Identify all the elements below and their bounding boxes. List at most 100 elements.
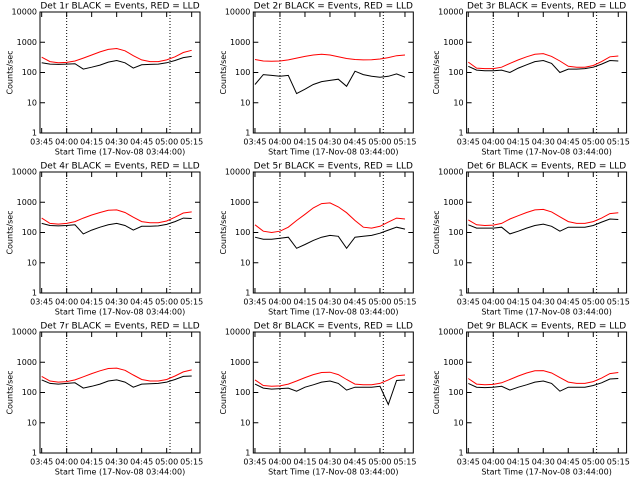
y-tick-label: 1 [245,289,250,298]
y-axis-label: Counts/sec [6,50,15,94]
x-tick-label: 04:15 [507,298,530,307]
x-tick-label: 03:45 [30,298,53,307]
y-axis-label: Counts/sec [6,370,15,414]
x-tick-label: 05:00 [155,298,178,307]
x-tick-label: 05:15 [180,458,203,467]
x-tick-label: 04:00 [482,138,505,147]
x-tick-label: 04:30 [532,298,555,307]
y-tick-label: 1000 [17,38,37,47]
x-tick-label: 03:45 [457,138,480,147]
y-tick-label: 1 [32,449,37,458]
y-tick-label: 1000 [230,38,250,47]
y-tick-label: 10000 [438,8,463,17]
plot-frame [252,11,414,134]
series-line [41,209,192,225]
x-tick-label: 04:45 [557,298,580,307]
x-tick-label: 04:00 [268,298,291,307]
y-axis-label: Counts/sec [432,50,441,94]
y-tick-label: 10 [240,418,250,427]
y-tick-label: 1000 [17,198,37,207]
y-tick-label: 10000 [225,8,250,17]
y-tick-label: 10 [240,98,250,107]
x-tick-label: 04:15 [507,458,530,467]
series-line [468,218,619,235]
x-tick-label: 04:45 [557,138,580,147]
x-tick-label: 03:45 [243,298,266,307]
y-tick-label: 1 [32,129,37,138]
panel-title: Det 7r BLACK = Events, RED = LLD [40,322,199,332]
x-tick-label: 03:45 [243,138,266,147]
x-axis-label: Start Time (17-Nov-08 03:44:00) [55,148,185,157]
plot-frame [252,331,414,454]
series-line [468,59,619,74]
plot-frame [466,171,628,294]
panel-title: Det 9r BLACK = Events, RED = LLD [467,322,626,332]
plot-frame [39,331,201,454]
x-tick-label: 05:15 [393,458,416,467]
y-tick-label: 1000 [230,358,250,367]
x-tick-label: 04:15 [507,138,530,147]
x-tick-label: 03:45 [30,458,53,467]
x-axis-label: Start Time (17-Nov-08 03:44:00) [481,308,611,317]
x-tick-label: 04:45 [343,298,366,307]
x-tick-label: 04:30 [318,458,341,467]
series-line [254,226,406,250]
series-line [254,371,406,387]
x-tick-label: 05:00 [368,298,391,307]
x-tick-label: 04:00 [482,458,505,467]
x-tick-label: 04:45 [343,138,366,147]
y-tick-label: 10000 [225,168,250,177]
series-line [468,53,619,70]
x-tick-label: 04:45 [130,298,153,307]
y-tick-label: 100 [448,388,463,397]
x-tick-label: 04:15 [80,298,103,307]
y-axis-label: Counts/sec [432,370,441,414]
y-axis-label: Counts/sec [432,210,441,254]
x-tick-label: 04:15 [80,458,103,467]
plot-frame [466,331,628,454]
y-tick-label: 100 [235,68,250,77]
x-tick-label: 04:00 [55,458,78,467]
y-tick-label: 1 [245,449,250,458]
y-tick-label: 10 [453,418,463,427]
y-tick-label: 1 [459,129,464,138]
y-tick-label: 1 [459,289,464,298]
x-tick-label: 04:30 [532,138,555,147]
x-tick-label: 04:45 [557,458,580,467]
panel-title: Det 4r BLACK = Events, RED = LLD [40,162,199,172]
y-tick-label: 10 [240,258,250,267]
series-line [254,379,406,406]
x-tick-label: 05:00 [582,458,605,467]
x-axis-label: Start Time (17-Nov-08 03:44:00) [268,148,398,157]
x-axis-label: Start Time (17-Nov-08 03:44:00) [481,148,611,157]
series-line [254,70,406,95]
y-tick-label: 100 [448,68,463,77]
x-axis-label: Start Time (17-Nov-08 03:44:00) [55,308,185,317]
x-tick-label: 04:30 [105,458,128,467]
x-tick-label: 04:15 [293,298,316,307]
y-tick-label: 1 [459,449,464,458]
y-tick-label: 10000 [438,168,463,177]
x-tick-label: 03:45 [457,458,480,467]
y-tick-label: 1000 [443,358,463,367]
y-tick-label: 10000 [12,168,37,177]
y-tick-label: 100 [22,388,37,397]
y-tick-label: 1000 [230,198,250,207]
x-tick-label: 04:15 [293,138,316,147]
y-tick-label: 100 [235,388,250,397]
x-axis-label: Start Time (17-Nov-08 03:44:00) [268,308,398,317]
series-line [468,370,619,386]
plot-frame [252,171,414,294]
plot-frame [39,11,201,134]
plot-frame [39,171,201,294]
panel-title: Det 3r BLACK = Events, RED = LLD [467,2,626,12]
x-tick-label: 05:00 [155,458,178,467]
y-tick-label: 1 [32,289,37,298]
x-tick-label: 05:00 [368,138,391,147]
series-line [41,367,192,383]
x-tick-label: 04:45 [343,458,366,467]
y-tick-label: 10 [27,258,37,267]
x-tick-label: 04:00 [482,298,505,307]
series-line [254,53,406,62]
